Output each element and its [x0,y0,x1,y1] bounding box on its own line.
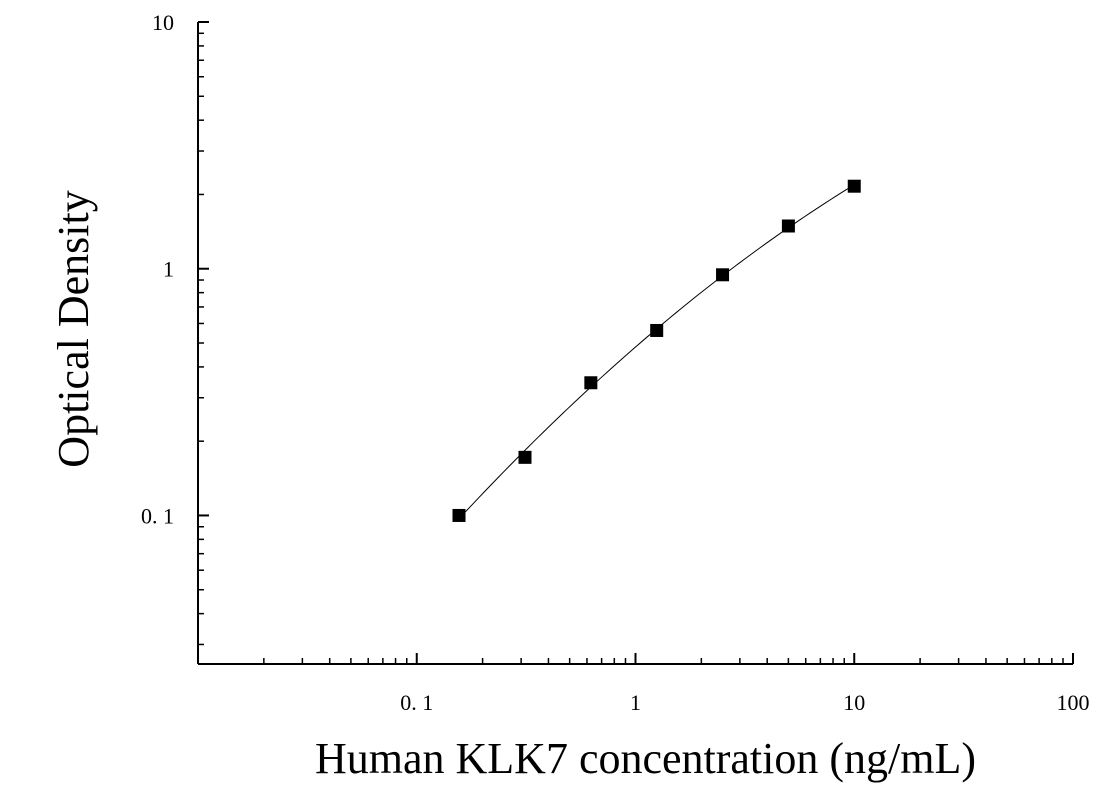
y-tick-label: 10 [152,10,174,35]
data-point-marker [781,219,795,233]
x-tick-label: 0. 1 [400,690,433,715]
data-point-marker [716,268,730,282]
y-tick-label: 1 [163,257,174,282]
x-tick-labels: 0. 1 1 10 100 [400,690,1089,715]
x-tick-label: 1 [630,690,641,715]
y-tick-labels: 0. 1 1 10 [141,10,174,528]
x-major-ticks [415,653,1074,664]
fit-curve-line [458,184,855,520]
data-point-marker [847,179,861,193]
x-tick-label: 100 [1057,690,1090,715]
data-point-marker [584,376,598,390]
data-point-marker [452,508,466,522]
data-point-marker [650,323,664,337]
x-axis-title: Human KLK7 concentration (ng/mL) [315,734,976,783]
y-axis-title: Optical Density [49,190,98,467]
x-tick-label: 10 [843,690,865,715]
data-point-markers [452,179,861,522]
y-tick-label: 0. 1 [141,503,174,528]
y-major-ticks [198,21,209,517]
data-point-marker [518,450,532,464]
